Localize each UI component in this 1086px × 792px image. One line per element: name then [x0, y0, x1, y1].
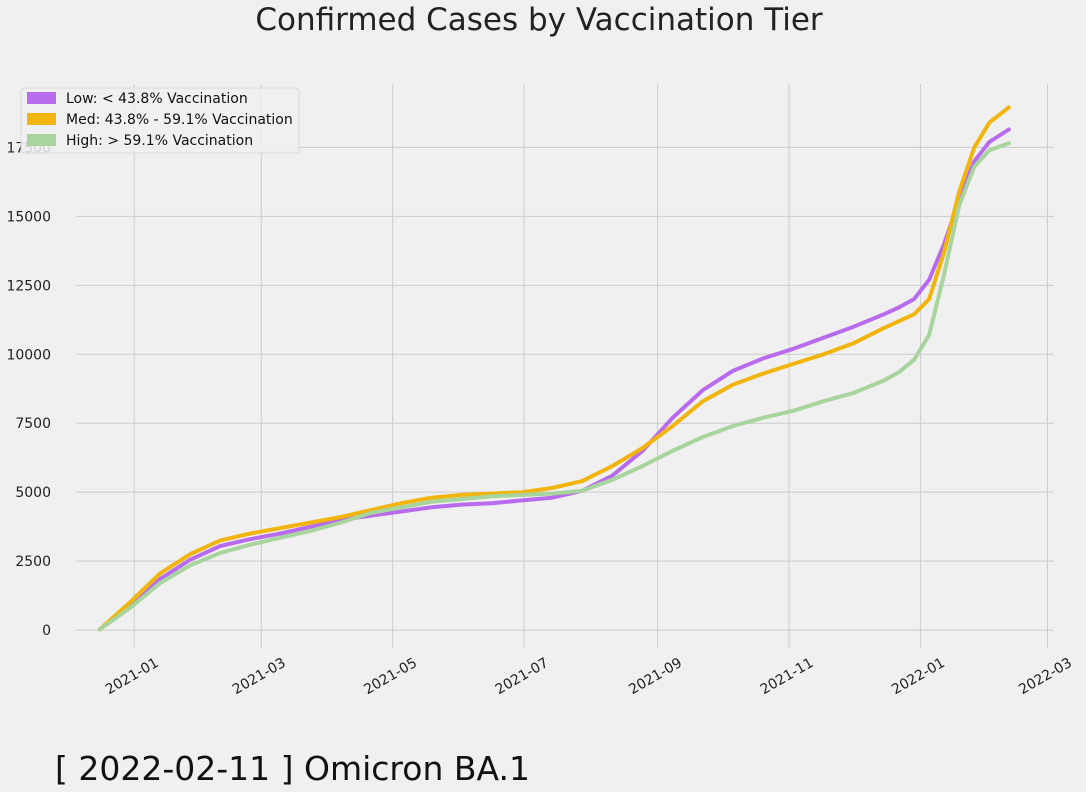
x-tick-label: 2021-03: [230, 655, 289, 698]
plot-area: [76, 84, 1054, 648]
series-lines: [97, 105, 1011, 632]
legend-label-2: High: > 59.1% Vaccination: [66, 133, 253, 149]
series-line-2: [97, 141, 1011, 632]
y-tick-label: 7500: [15, 416, 51, 432]
legend-box: [20, 87, 300, 154]
y-tick-label: 12500: [6, 278, 51, 294]
y-axis-ticks: 025005000750010000125001500017500: [6, 140, 51, 639]
y-tick-label: 10000: [6, 347, 51, 363]
x-tick-label: 2021-05: [361, 655, 420, 698]
y-tick-label: 15000: [6, 209, 51, 225]
x-axis-ticks: 2021-01 2021-03 2021-05 2021-07 2021-09 2021-…: [103, 655, 1075, 698]
series-line-1: [97, 105, 1011, 632]
legend-swatch-0: [27, 92, 56, 104]
legend-label-0: Low: < 43.8% Vaccination: [66, 91, 248, 107]
chart-title: Confirmed Cases by Vaccination Tier: [255, 2, 823, 38]
y-tick-label: 0: [42, 623, 51, 639]
x-tick-label: 2022-03: [1016, 655, 1075, 698]
x-tick-label: 2022-01: [889, 655, 948, 698]
x-tick-label: 2021-01: [103, 655, 162, 698]
x-tick-label: 2021-07: [493, 655, 552, 698]
legend-swatch-1: [27, 113, 56, 125]
legend-swatch-2: [27, 134, 56, 146]
legend-label-1: Med: 43.8% - 59.1% Vaccination: [66, 112, 293, 128]
x-tick-label: 2021-11: [758, 655, 817, 698]
series-line-0: [97, 127, 1011, 632]
x-tick-label: 2021-09: [626, 655, 685, 698]
y-tick-label: 5000: [15, 485, 51, 501]
y-tick-label: 2500: [15, 554, 51, 570]
legend: Low: < 43.8% Vaccination Med: 43.8% - 59.…: [20, 87, 300, 154]
caption: [ 2022-02-11 ] Omicron BA.1: [55, 749, 530, 788]
